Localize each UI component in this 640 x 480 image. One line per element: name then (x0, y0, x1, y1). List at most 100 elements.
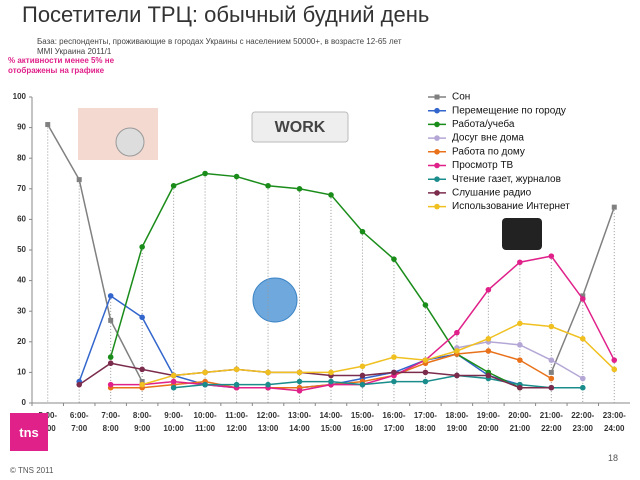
point (139, 314, 145, 321)
x-tick-label-part: 13:00- (288, 411, 311, 420)
x-tick-label: 16:00- 17:00 (382, 411, 405, 433)
point (296, 186, 303, 192)
legend-marker (434, 190, 440, 196)
legend-marker (434, 135, 440, 141)
legend-marker (434, 149, 440, 155)
point (548, 375, 555, 382)
x-tick-label: 14:00- 15:00 (319, 411, 342, 433)
y-tick-label: 10 (17, 368, 26, 377)
point (454, 329, 460, 336)
x-tick-label: 12:00- 13:00 (256, 411, 279, 433)
x-tick-label: 22:00- 23:00 (571, 411, 594, 433)
point (611, 357, 618, 363)
x-tick-label: 8:00- 9:00 (133, 411, 152, 433)
legend-label: Перемещение по городу (452, 105, 566, 116)
page-number: 18 (608, 453, 619, 463)
x-tick-label-part: 17:00- (414, 411, 437, 420)
x-tick-label: 7:00- 8:00 (101, 411, 120, 433)
x-tick-label-part: 6:00 (40, 424, 57, 433)
point (170, 384, 177, 391)
x-tick-label-part: 10:00 (163, 424, 184, 433)
point (233, 366, 240, 373)
point (107, 381, 114, 388)
legend-label: Работа по дому (452, 145, 525, 157)
series-line (47, 124, 615, 382)
point (139, 381, 145, 388)
x-tick-label: 17:00- 18:00 (414, 411, 437, 433)
point (359, 381, 366, 388)
x-tick-label-part: 7:00 (71, 424, 88, 433)
point (107, 354, 114, 360)
x-tick-label: 18:00- 19:00 (445, 411, 468, 433)
y-tick-label: 0 (22, 398, 27, 407)
x-tick-label-part: 23:00- (603, 411, 626, 420)
point (454, 372, 460, 379)
point (45, 122, 51, 128)
y-tick-label: 30 (17, 306, 26, 315)
legend-label: Просмотр ТВ (452, 160, 514, 171)
point (391, 378, 397, 385)
y-tick-label: 90 (17, 123, 26, 132)
point (611, 366, 618, 373)
x-tick-label: 20:00- 21:00 (508, 411, 531, 433)
series-line (141, 322, 615, 386)
work-image (251, 111, 349, 143)
point (296, 378, 303, 385)
point (517, 342, 523, 348)
y-tick-label: 100 (13, 92, 27, 101)
point (611, 204, 617, 210)
point (548, 323, 555, 330)
series-line (173, 374, 583, 389)
x-tick-label-part: 20:00- (508, 411, 531, 420)
subtitle: База: респонденты, проживающие в городах… (37, 37, 457, 57)
point (107, 293, 114, 299)
point (296, 369, 303, 376)
legend-marker (434, 203, 440, 210)
x-tick-label: 15:00- 16:00 (351, 411, 374, 433)
x-tick-label: 10:00- 11:00 (194, 411, 217, 433)
y-tick-label: 80 (17, 153, 26, 162)
x-tick-label-part: 12:00 (226, 424, 247, 433)
x-tick-label-part: 14:00- (319, 411, 342, 420)
point (579, 375, 586, 382)
point (422, 369, 429, 376)
point (422, 357, 429, 363)
x-tick-label-part: 22:00- (571, 411, 594, 420)
x-tick-label-part: 24:00 (604, 424, 625, 433)
point (265, 381, 271, 388)
point (359, 372, 366, 379)
x-tick-label-part: 6:00- (70, 411, 89, 420)
point (170, 372, 177, 379)
legend-label: Использование Интернет (452, 201, 570, 212)
x-tick-label-part: 23:00 (573, 424, 594, 433)
x-tick-label-part: 20:00 (478, 424, 499, 433)
point (359, 363, 366, 370)
x-tick-label-part: 16:00- (382, 411, 405, 420)
x-tick-label: 21:00- 22:00 (540, 411, 563, 433)
point (328, 369, 334, 376)
x-tick-label-part: 11:00- (225, 411, 248, 420)
point (517, 384, 523, 391)
x-tick-label-part: 21:00 (510, 424, 531, 433)
point (548, 384, 555, 391)
point (170, 182, 177, 189)
legend-marker (434, 107, 440, 114)
x-tick-label-part: 19:00 (447, 424, 468, 433)
legend-label: Чтение газет, журналов (452, 174, 561, 185)
point (202, 381, 208, 388)
point (548, 369, 554, 375)
point (485, 335, 492, 342)
x-tick-label-part: 7:00- (101, 411, 120, 420)
x-tick-label-part: 13:00 (258, 424, 279, 433)
point (233, 381, 240, 388)
x-tick-label-part: 16:00 (352, 424, 373, 433)
y-tick-label: 50 (17, 245, 26, 254)
copyright: © TNS 2011 (10, 466, 54, 475)
series-line (109, 172, 521, 389)
x-tick-label-part: 17:00 (384, 424, 405, 433)
point (391, 256, 397, 262)
x-tick-label: 13:00- 14:00 (288, 411, 311, 433)
x-tick-label-part: 12:00- (256, 411, 279, 420)
x-tick-label-part: 21:00- (540, 411, 563, 420)
